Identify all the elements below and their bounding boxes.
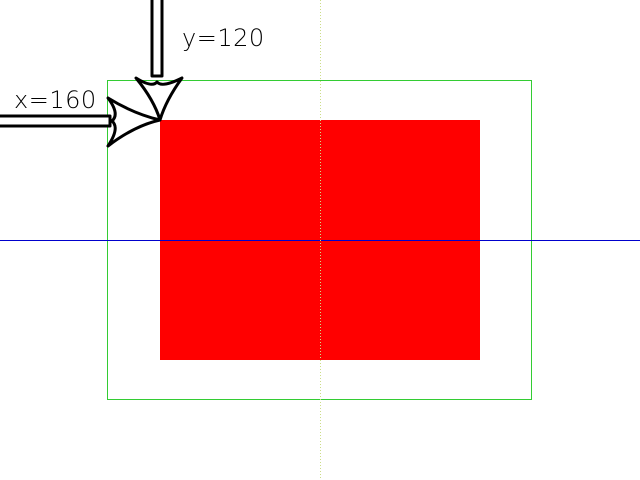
arrow-right-icon bbox=[0, 96, 162, 148]
y-annotation-label: y=120 bbox=[182, 24, 265, 52]
arrow-down-icon bbox=[134, 0, 184, 122]
x-annotation-label: x=160 bbox=[14, 86, 97, 114]
